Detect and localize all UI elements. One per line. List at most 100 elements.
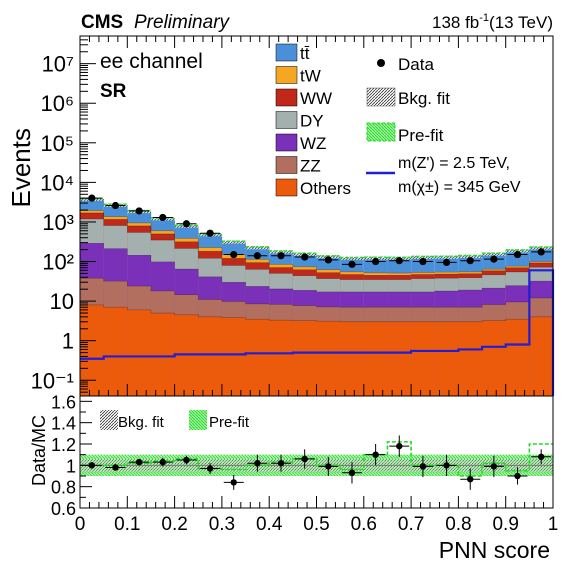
ratio-point-6 — [230, 479, 237, 486]
data-points — [81, 194, 552, 268]
legend-swatch-Others — [275, 178, 298, 197]
ratio-point-14 — [419, 463, 427, 470]
bar-Others-14 — [411, 321, 435, 396]
bkg-fit-band-bin-8 — [269, 250, 293, 254]
data-point-9 — [301, 253, 309, 261]
legend-label-WW: WW — [300, 89, 332, 108]
data-point-18 — [513, 250, 522, 259]
data-point-11 — [348, 260, 356, 268]
ratio-legend-bkg-swatch — [100, 410, 118, 430]
legend-swatch-DY — [275, 111, 298, 129]
bkg-fit-band-bin-16 — [458, 254, 483, 259]
y-tick-label-3: 10² — [42, 250, 74, 275]
ratio-point-8 — [277, 460, 285, 467]
y-tick-label-7: 10⁶ — [40, 91, 74, 116]
ratio-point-5 — [206, 465, 214, 472]
bar-Others-6 — [221, 317, 246, 396]
ratio-point-18 — [514, 472, 521, 480]
ratio-y-tick-label-3: 1.2 — [51, 435, 76, 455]
bar-Others-15 — [434, 321, 459, 396]
ratio-point-19 — [537, 453, 545, 460]
main-y-axis: 10⁻¹ 1 10 10² 10³ 10⁴ 10⁵ 10⁶ 10⁷ — [31, 35, 554, 396]
ratio-prefit-line — [80, 441, 553, 477]
ratio-point-17 — [490, 463, 498, 470]
ratio-point-15 — [443, 462, 450, 469]
legend-swatch-WZ — [275, 133, 298, 152]
data-point-8 — [277, 252, 285, 260]
y-tick-label-1: 1 — [62, 329, 74, 354]
bkg-fit-band-bin-7 — [245, 246, 270, 250]
ratio-y-tick-label-5: 1.6 — [51, 392, 76, 412]
data-point-13 — [395, 257, 403, 265]
x-tick-label-10: 1 — [548, 514, 559, 535]
data-point-10 — [324, 256, 332, 264]
ratio-y-tick-label-4: 1.4 — [51, 414, 76, 434]
legend-signal-label-1: m(Z') = 2.5 TeV, — [398, 155, 510, 172]
legend-pre-fit-label: Pre-fit — [398, 126, 444, 145]
x-tick-label-5: 0.5 — [303, 514, 329, 535]
bar-Others-13 — [387, 321, 412, 396]
data-point-17 — [490, 255, 498, 263]
y-tick-label-2: 10 — [50, 289, 74, 314]
ratio-panel: 0.60.811.21.41.60 0.1 0.2 0.3 0.4 0.5 0.6 0.7 0.… — [29, 392, 558, 563]
x-tick-label-8: 0.8 — [445, 514, 471, 535]
data-point-16 — [466, 257, 474, 265]
data-point-3 — [159, 213, 167, 222]
legend-signal-label-2: m(χ±) = 345 GeV — [398, 179, 521, 196]
bar-Others-19 — [529, 316, 553, 396]
legend-label-WZ: WZ — [300, 134, 326, 153]
y-tick-label-0: 10⁻¹ — [31, 368, 74, 393]
ratio-point-10 — [325, 463, 332, 470]
stack-outline-WW — [80, 212, 553, 276]
y-tick-label-4: 10³ — [42, 210, 74, 235]
bkg-fit-band-bin-18 — [505, 249, 530, 253]
ratio-point-9 — [301, 455, 308, 463]
ratio-prefit-step — [80, 441, 553, 477]
legend: tt̄ tW WW DY WZ ZZ Others Data Bkg. fit Pre-fit m(… — [275, 43, 521, 198]
bar-Others-7 — [245, 319, 270, 396]
stack-outline-WZ — [80, 243, 553, 293]
ratio-legend: Bkg. fit Pre-fit — [100, 410, 250, 431]
bar-Others-3 — [150, 313, 175, 396]
legend-swatch-tt — [275, 43, 298, 62]
bar-Others-17 — [482, 320, 506, 396]
legend-label-tt: tt̄ — [300, 44, 310, 63]
ratio-frame — [79, 395, 554, 509]
bar-Others-12 — [363, 321, 388, 396]
x-tick-label-4: 0.4 — [256, 514, 283, 535]
bar-Others-10 — [316, 321, 341, 396]
stack-outline-DY — [80, 218, 553, 280]
bkg-fit-band-bin-17 — [482, 252, 506, 256]
data-point-4 — [182, 220, 191, 228]
bar-Others-9 — [292, 320, 317, 396]
data-point-6 — [230, 250, 238, 259]
legend-bkg-fit-swatch — [366, 87, 396, 107]
main-y-label: Events — [6, 128, 36, 208]
data-point-5 — [206, 229, 214, 237]
ratio-y-tick-label-0: 0.6 — [51, 499, 76, 519]
x-tick-label-3: 0.3 — [209, 514, 235, 535]
stacked-histogram — [80, 198, 553, 396]
legend-label-tW: tW — [300, 67, 321, 86]
lumi-label: 138 fb-1(13 TeV) — [432, 12, 553, 32]
bar-Others-8 — [269, 320, 293, 396]
ratio-legend-bkg-label: Bkg. fit — [118, 414, 165, 431]
lumi-exponent: -1 — [479, 12, 489, 24]
ratio-point-7 — [254, 460, 261, 467]
bkg-fit-band-bin-15 — [434, 255, 459, 259]
main-panel: 10⁻¹ 1 10 10² 10³ 10⁴ 10⁵ 10⁶ 10⁷ Events ee chan… — [6, 35, 555, 397]
ratio-y-tick-label-1: 0.8 — [51, 478, 76, 498]
data-point-15 — [442, 258, 451, 267]
data-point-2 — [135, 207, 143, 215]
ratio-legend-prefit-label: Pre-fit — [209, 414, 250, 431]
legend-data-label: Data — [398, 55, 434, 74]
ratio-point-16 — [467, 476, 474, 483]
ratio-y-tick-label-2: 1 — [66, 456, 76, 476]
legend-swatch-ZZ — [275, 156, 298, 174]
bkg-fit-band-bin-14 — [411, 255, 435, 259]
legend-label-ZZ: ZZ — [300, 157, 321, 176]
legend-pre-fit-swatch — [366, 122, 396, 142]
x-tick-label-9: 0.9 — [492, 514, 518, 535]
ratio-point-3 — [159, 458, 166, 466]
